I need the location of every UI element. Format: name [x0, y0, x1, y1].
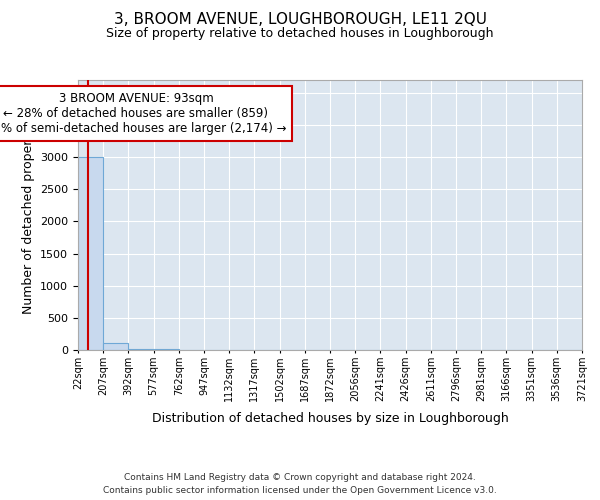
Text: Contains HM Land Registry data © Crown copyright and database right 2024.: Contains HM Land Registry data © Crown c…	[124, 472, 476, 482]
Y-axis label: Number of detached properties: Number of detached properties	[22, 116, 35, 314]
Text: 3 BROOM AVENUE: 93sqm
← 28% of detached houses are smaller (859)
71% of semi-det: 3 BROOM AVENUE: 93sqm ← 28% of detached …	[0, 92, 286, 135]
X-axis label: Distribution of detached houses by size in Loughborough: Distribution of detached houses by size …	[152, 412, 508, 425]
Text: Contains public sector information licensed under the Open Government Licence v3: Contains public sector information licen…	[103, 486, 497, 495]
Bar	[78, 157, 103, 350]
Bar	[128, 349, 154, 350]
Text: Size of property relative to detached houses in Loughborough: Size of property relative to detached ho…	[106, 28, 494, 40]
Text: 3, BROOM AVENUE, LOUGHBOROUGH, LE11 2QU: 3, BROOM AVENUE, LOUGHBOROUGH, LE11 2QU	[113, 12, 487, 28]
Bar	[103, 343, 128, 350]
